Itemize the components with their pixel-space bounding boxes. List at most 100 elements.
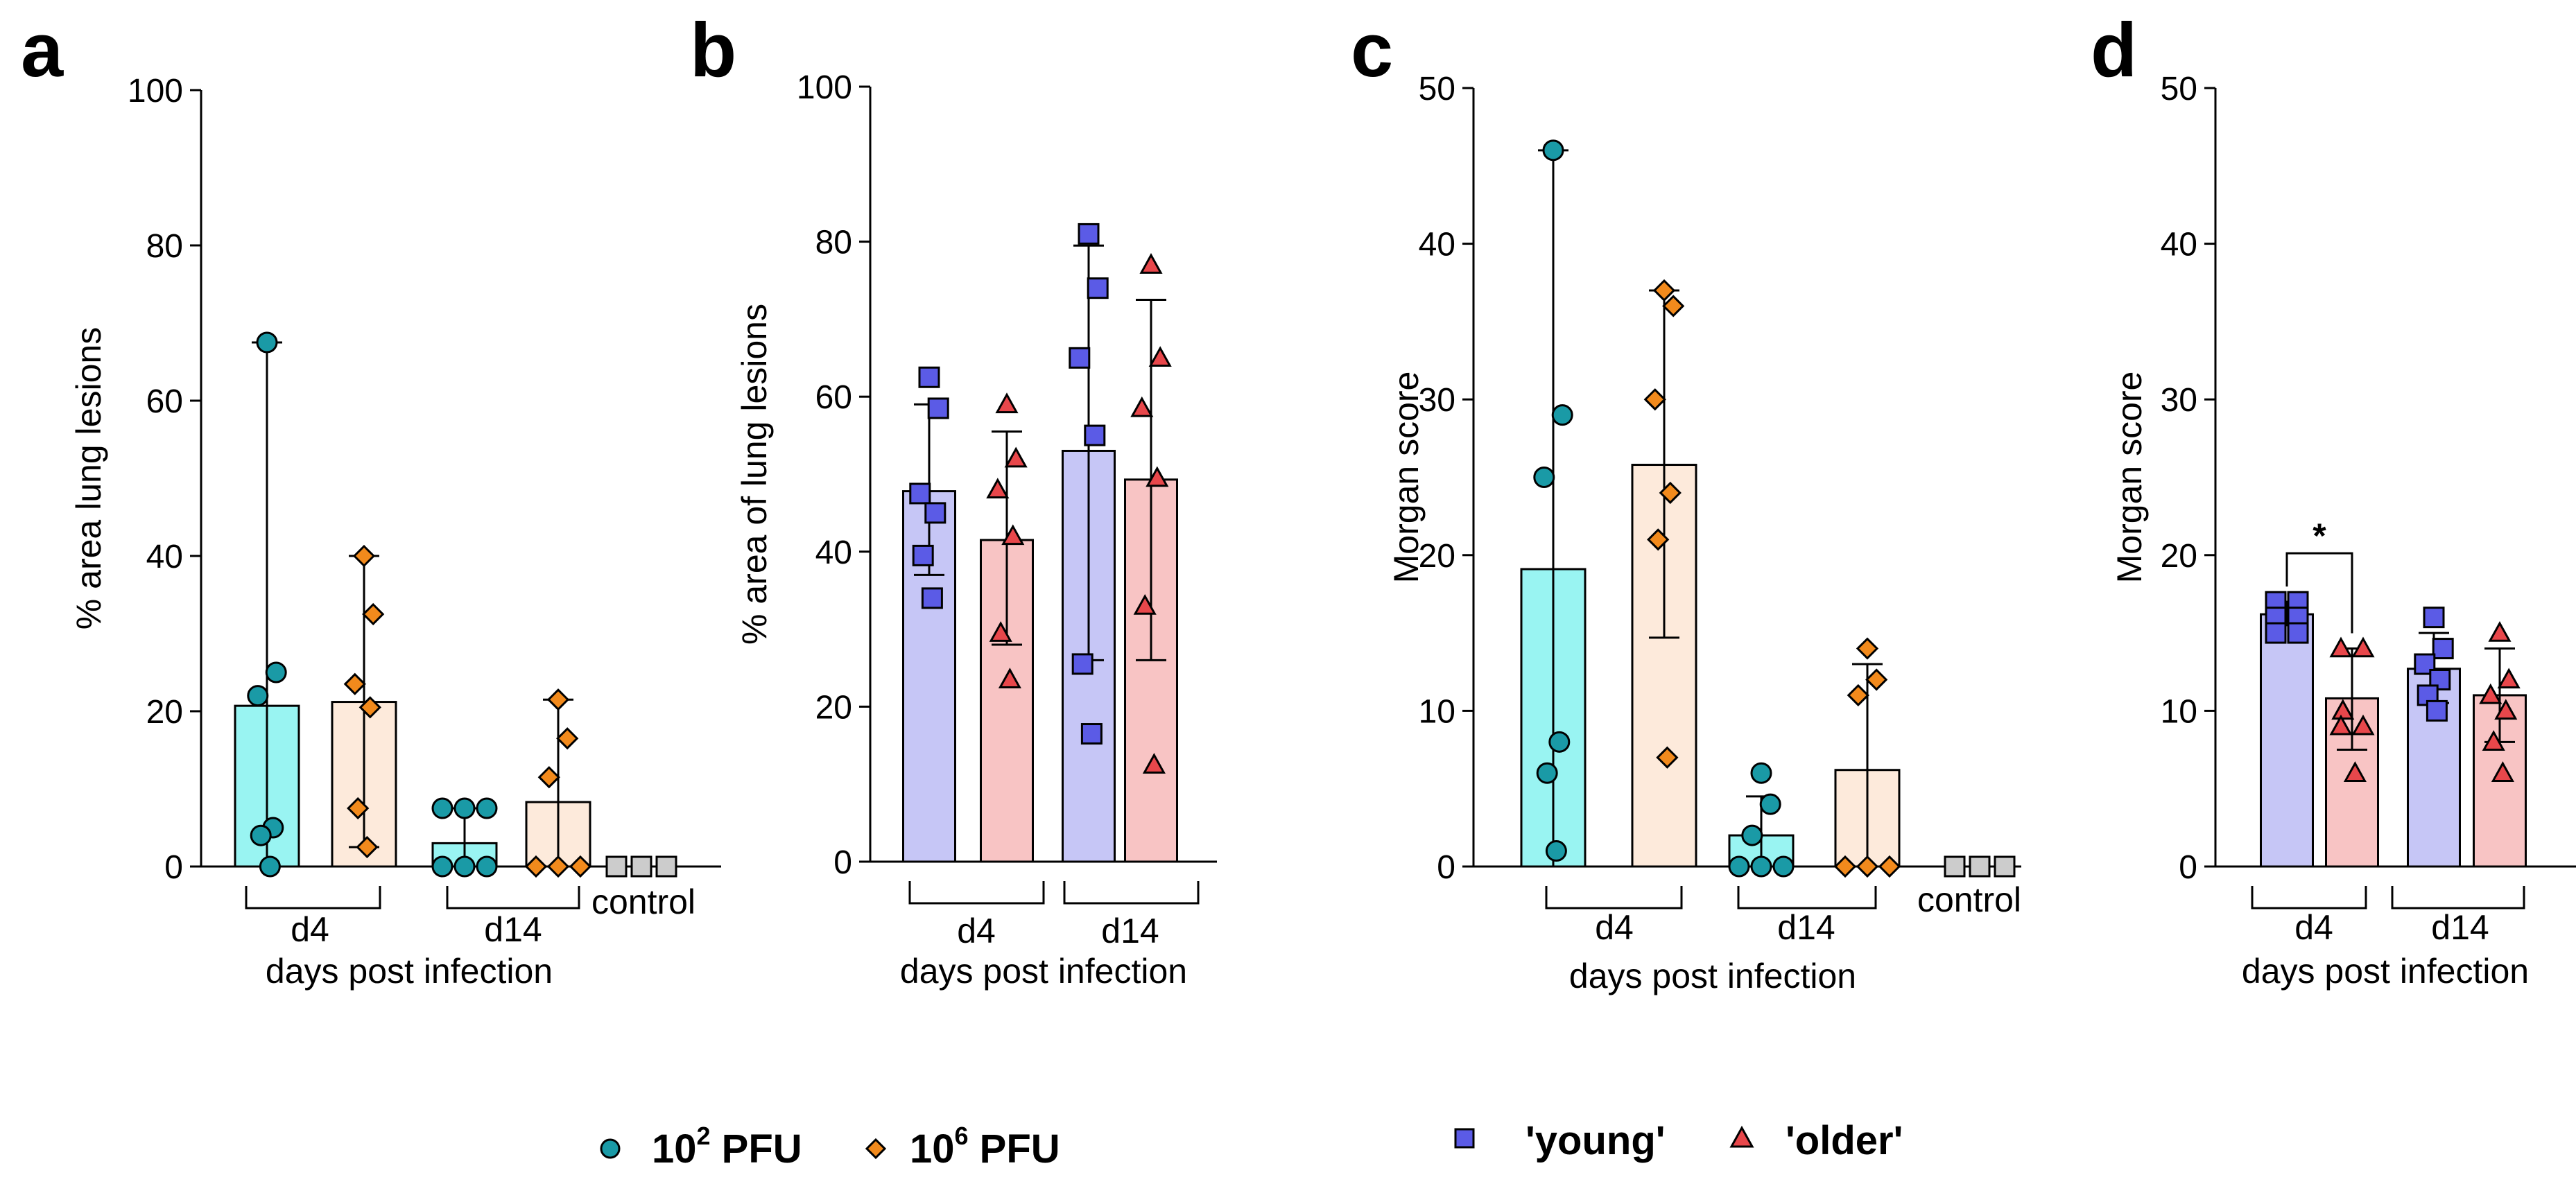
- y-tick-label: 100: [797, 69, 852, 106]
- group-bracket: [2391, 886, 2525, 909]
- data-point-triangle-2: [2479, 683, 2502, 704]
- data-point-triangle-1: [2497, 668, 2521, 689]
- data-point-square-0: [605, 855, 628, 878]
- data-point-triangle-2: [1130, 396, 1154, 417]
- data-point-circle-4: [1750, 855, 1772, 878]
- data-point-square-0: [2423, 607, 2445, 629]
- data-point-circle-0: [256, 331, 278, 354]
- data-point-circle-1: [265, 661, 287, 684]
- data-point-diamond-1: [1865, 668, 1888, 691]
- x-axis-label: days post infection: [1569, 957, 1856, 995]
- data-point-triangle-5: [2491, 761, 2514, 782]
- data-point-square-2: [1994, 855, 2016, 878]
- group-bracket: [1545, 886, 1683, 909]
- data-point-diamond-5: [1878, 855, 1901, 878]
- x-axis-label: days post infection: [266, 952, 553, 991]
- data-point-circle-4: [1536, 762, 1558, 784]
- data-point-circle-0: [1542, 139, 1564, 162]
- significance-bracket: [2285, 552, 2353, 634]
- data-point-diamond-5: [1656, 746, 1679, 769]
- data-point-triangle-0: [995, 392, 1019, 414]
- data-point-square-5: [2287, 622, 2309, 644]
- legend-age: 'young' 'older': [1454, 1118, 1903, 1163]
- y-tick-label: 50: [2161, 71, 2197, 107]
- bar-group-2: [331, 544, 397, 868]
- panel-letter: d: [2091, 8, 2137, 93]
- bar-group-2: [2325, 636, 2379, 868]
- data-point-triangle-0: [2329, 636, 2353, 658]
- data-point-circle-1: [1759, 793, 1781, 815]
- data-point-diamond-4: [1647, 528, 1670, 551]
- group-bracket: [1737, 886, 1877, 909]
- data-point-triangle-3: [2329, 714, 2353, 735]
- group-label-d4: d4: [1595, 908, 1634, 947]
- data-point-diamond-0: [1652, 279, 1676, 302]
- data-point-square-2: [909, 482, 931, 505]
- bar-group-3: [1062, 223, 1116, 863]
- y-tick-label: 40: [2161, 227, 2197, 263]
- group-bracket: [1063, 881, 1200, 905]
- bar-group-1: [234, 331, 300, 878]
- data-point-diamond-5: [569, 855, 592, 878]
- y-tick-label: 20: [815, 689, 852, 726]
- panel-letter: a: [21, 8, 64, 93]
- data-point-triangle-0: [2488, 621, 2512, 642]
- data-point-circle-5: [1772, 855, 1795, 878]
- data-point-diamond-4: [1856, 855, 1879, 878]
- group-label-d4: d4: [957, 912, 996, 950]
- data-point-circle-3: [431, 855, 453, 878]
- bar-group-1: [902, 366, 956, 863]
- data-point-diamond-3: [1659, 481, 1682, 505]
- legend-diamond-marker: [865, 1138, 887, 1160]
- data-point-square-1: [2432, 638, 2454, 660]
- y-tick-label: 10: [1419, 693, 1455, 730]
- data-point-square-5: [921, 587, 943, 609]
- data-point-triangle-4: [2482, 730, 2505, 751]
- data-point-triangle-3: [1146, 466, 1169, 487]
- bar-group-1: [1520, 139, 1587, 868]
- legend-item-young: 'young': [1525, 1118, 1666, 1163]
- data-point-diamond-2: [537, 766, 560, 789]
- legend-square-marker: [1454, 1128, 1475, 1149]
- data-point-square-0: [918, 366, 940, 388]
- data-point-triangle-5: [1142, 753, 1166, 774]
- y-tick-label: 30: [2161, 382, 2197, 419]
- y-tick-label: 40: [1419, 227, 1455, 263]
- data-point-circle-1: [1551, 404, 1573, 426]
- bar-group-3: [431, 797, 498, 878]
- data-point-diamond-2: [1847, 684, 1869, 707]
- data-point-square-4: [912, 544, 934, 566]
- bar-group-3: [2407, 607, 2461, 868]
- data-point-diamond-5: [356, 835, 379, 859]
- data-point-square-5: [1080, 723, 1103, 745]
- bar-group-4: [524, 688, 592, 878]
- y-axis-label: Morgan score: [2110, 372, 2149, 584]
- panel-c: c 0 10 20 30 40 50 Morgan score d4 d14 control days…: [1351, 8, 2021, 995]
- data-point-diamond-3: [1833, 855, 1857, 878]
- data-point-square-5: [2426, 699, 2448, 722]
- panel-letter: b: [690, 8, 736, 93]
- group-label-d14: d14: [484, 910, 542, 949]
- data-point-triangle-3: [2494, 699, 2518, 720]
- data-point-circle-1: [453, 797, 476, 819]
- data-point-triangle-5: [2343, 761, 2367, 782]
- group-label-d4: d4: [2294, 908, 2333, 947]
- data-point-circle-0: [431, 797, 453, 819]
- y-tick-label: 50: [1419, 71, 1455, 107]
- y-tick-label: 30: [1419, 382, 1455, 419]
- y-axis-label: % area of lung lesions: [735, 304, 774, 645]
- data-point-triangle-4: [2351, 714, 2375, 735]
- group-bracket: [908, 881, 1045, 905]
- x-axis-label: days post infection: [900, 952, 1187, 991]
- legend-item-older: 'older': [1786, 1118, 1903, 1163]
- y-tick-label: 80: [815, 225, 852, 261]
- legend-circle-marker: [600, 1138, 621, 1159]
- group-label-d14: d14: [1777, 908, 1835, 947]
- group-label-control: control: [591, 882, 695, 921]
- data-point-circle-0: [1750, 762, 1772, 784]
- y-tick-label: 20: [2161, 538, 2197, 575]
- bar-group-3: [1728, 762, 1795, 878]
- bar-group-4: [1124, 253, 1178, 863]
- bar-group-2: [1631, 279, 1697, 868]
- data-point-triangle-3: [1001, 524, 1025, 546]
